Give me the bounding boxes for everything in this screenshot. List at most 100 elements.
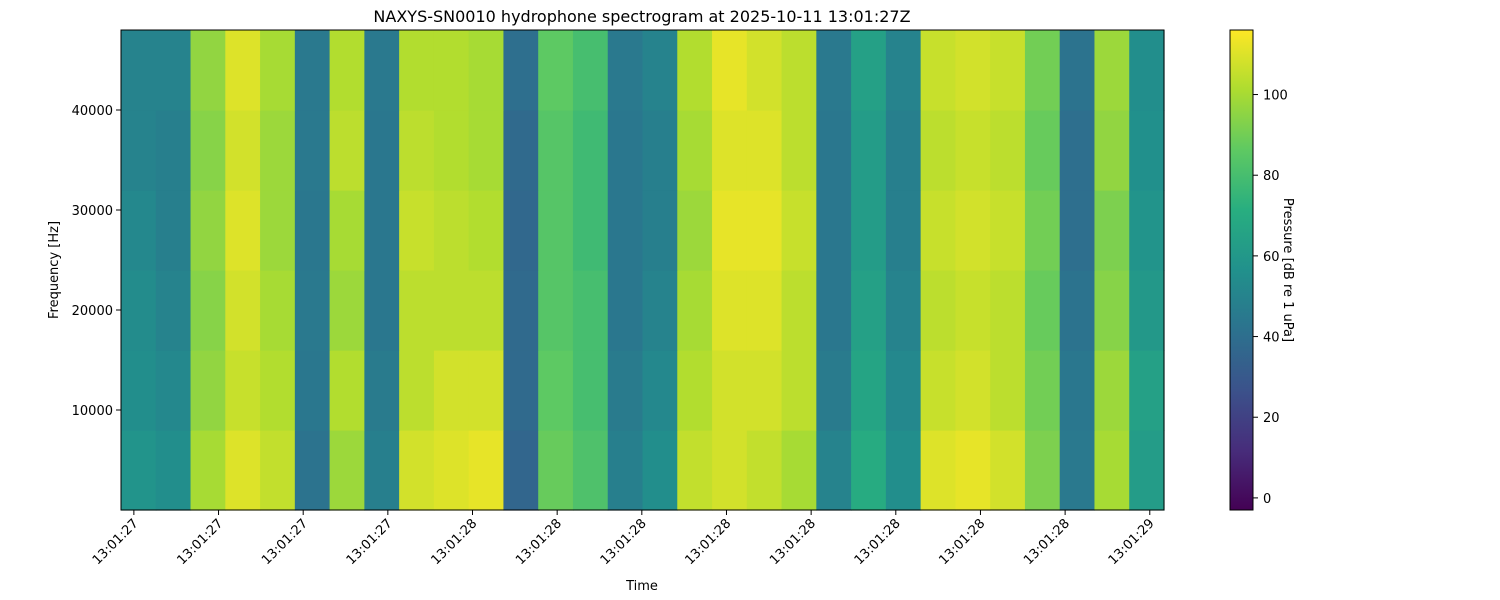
heatmap-cell bbox=[781, 190, 817, 271]
heatmap-cell bbox=[503, 190, 539, 271]
x-tick-label: 13:01:28 bbox=[428, 516, 480, 568]
chart-title: NAXYS-SN0010 hydrophone spectrogram at 2… bbox=[373, 7, 910, 26]
heatmap-cell bbox=[607, 430, 644, 511]
heatmap-cell bbox=[468, 430, 505, 511]
heatmap-cell bbox=[155, 110, 192, 191]
heatmap-cell bbox=[433, 430, 470, 511]
heatmap-cell bbox=[225, 190, 261, 271]
heatmap-cell bbox=[885, 110, 922, 191]
heatmap-cell bbox=[399, 270, 435, 351]
heatmap-cell bbox=[885, 430, 922, 511]
heatmap-cell bbox=[1129, 190, 1165, 271]
heatmap-cell bbox=[677, 270, 713, 351]
heatmap-cell bbox=[190, 30, 226, 111]
heatmap-cell bbox=[920, 350, 956, 431]
plot-frame bbox=[120, 29, 1165, 511]
heatmap-cell bbox=[1094, 350, 1130, 431]
x-tick-label: 13:01:28 bbox=[513, 516, 565, 568]
heatmap-cell bbox=[1129, 350, 1165, 431]
heatmap-cell bbox=[121, 190, 157, 271]
heatmap-cell bbox=[155, 270, 192, 351]
heatmap-cell bbox=[677, 30, 713, 111]
heatmap-cell bbox=[503, 30, 539, 111]
heatmap-cell bbox=[329, 350, 365, 431]
heatmap-cell bbox=[607, 110, 644, 191]
heatmap-cell bbox=[294, 270, 331, 351]
heatmap-cell bbox=[712, 190, 748, 271]
heatmap-cell bbox=[712, 110, 748, 191]
colorbar-tick-label: 0 bbox=[1263, 492, 1271, 507]
heatmap-cell bbox=[190, 430, 226, 511]
heatmap-cell bbox=[260, 350, 296, 431]
colorbar-tick-label: 60 bbox=[1263, 250, 1280, 265]
heatmap-cell bbox=[781, 430, 817, 511]
heatmap-cell bbox=[642, 430, 678, 511]
heatmap-cell bbox=[538, 350, 574, 431]
heatmap-cell bbox=[260, 190, 296, 271]
heatmap-cell bbox=[851, 190, 887, 271]
heatmap-cell bbox=[920, 30, 956, 111]
heatmap-cell bbox=[121, 430, 157, 511]
heatmap-cell bbox=[329, 110, 365, 191]
heatmap-cell bbox=[1129, 430, 1165, 511]
heatmap-cell bbox=[1094, 430, 1130, 511]
heatmap-cell bbox=[642, 190, 678, 271]
heatmap-cell bbox=[677, 350, 713, 431]
heatmap-cell bbox=[642, 270, 678, 351]
heatmap-cell bbox=[538, 270, 574, 351]
heatmap-cell bbox=[851, 30, 887, 111]
x-tick-label: 13:01:27 bbox=[259, 516, 311, 568]
heatmap-cell bbox=[1059, 30, 1096, 111]
heatmap-cell bbox=[746, 270, 783, 351]
heatmap-cell bbox=[294, 30, 331, 111]
heatmap-cell bbox=[746, 350, 783, 431]
x-tick-label: 13:01:28 bbox=[598, 516, 650, 568]
heatmap-cell bbox=[260, 430, 296, 511]
heatmap-cell bbox=[260, 30, 296, 111]
heatmap-cell bbox=[885, 270, 922, 351]
heatmap-cell bbox=[155, 430, 192, 511]
heatmap-cell bbox=[990, 110, 1026, 191]
heatmap-cell bbox=[990, 350, 1026, 431]
heatmap-cell bbox=[990, 190, 1026, 271]
heatmap-cell bbox=[712, 350, 748, 431]
heatmap-cell bbox=[433, 270, 470, 351]
heatmap-cell bbox=[816, 350, 852, 431]
colorbar bbox=[1229, 29, 1254, 511]
heatmap-cell bbox=[781, 110, 817, 191]
heatmap-cell bbox=[712, 30, 748, 111]
heatmap-cell bbox=[572, 270, 609, 351]
heatmap-cell bbox=[990, 430, 1026, 511]
heatmap-cell bbox=[399, 110, 435, 191]
heatmap-cell bbox=[712, 270, 748, 351]
heatmap-cell bbox=[121, 350, 157, 431]
heatmap-cell bbox=[1094, 190, 1130, 271]
heatmap-cell bbox=[538, 190, 574, 271]
heatmap-cell bbox=[294, 110, 331, 191]
heatmap-cell bbox=[746, 110, 783, 191]
colorbar-label: Pressure [dB re 1 uPa] bbox=[1280, 198, 1295, 342]
heatmap-cell bbox=[364, 350, 400, 431]
heatmap-cell bbox=[1059, 110, 1096, 191]
heatmap-cell bbox=[399, 190, 435, 271]
heatmap-cell bbox=[607, 30, 644, 111]
heatmap-cell bbox=[642, 30, 678, 111]
x-tick-label: 13:01:28 bbox=[1021, 516, 1073, 568]
heatmap-cell bbox=[955, 110, 991, 191]
heatmap-cell bbox=[121, 270, 157, 351]
heatmap-cell bbox=[746, 430, 783, 511]
heatmap-cell bbox=[329, 430, 365, 511]
heatmap-cell bbox=[746, 30, 783, 111]
heatmap-cell bbox=[399, 30, 435, 111]
heatmap-cell bbox=[225, 110, 261, 191]
heatmap-cell bbox=[955, 430, 991, 511]
heatmap-cell bbox=[329, 30, 365, 111]
y-tick-label: 20000 bbox=[72, 304, 113, 319]
heatmap-cell bbox=[1129, 30, 1165, 111]
heatmap-cell bbox=[538, 430, 574, 511]
heatmap-cell bbox=[990, 270, 1026, 351]
heatmap-cell bbox=[433, 190, 470, 271]
heatmap-cell bbox=[572, 190, 609, 271]
heatmap-cell bbox=[503, 110, 539, 191]
